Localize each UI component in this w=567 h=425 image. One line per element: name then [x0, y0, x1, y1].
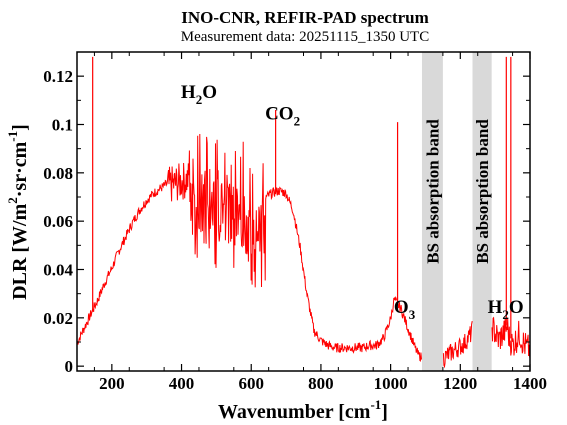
- y-axis-label: DLR [W/m2·sr·cm-1]: [5, 124, 31, 300]
- annotation-base: O: [394, 297, 409, 318]
- y-axis-label-mid: ·sr·cm: [9, 141, 31, 197]
- x-axis-label-sup: -1: [370, 397, 381, 412]
- annotation-tail: O: [202, 82, 217, 103]
- absorption-bands: [421, 52, 492, 371]
- annotation-base: H: [181, 82, 196, 103]
- annotation-sub: 3: [409, 307, 416, 322]
- y-tick-label: 0.1: [52, 116, 73, 135]
- band-label-1: BS absorption band: [423, 119, 442, 264]
- chart-title: INO-CNR, REFIR-PAD spectrum: [181, 8, 429, 27]
- y-axis-label-sup1: 2: [5, 197, 20, 204]
- y-tick-label: 0.02: [43, 309, 73, 328]
- y-tick-labels: 0 0.02 0.04 0.06 0.08 0.1 0.12: [43, 67, 73, 376]
- x-tick-label: 1200: [443, 374, 477, 393]
- y-tick-label: 0.04: [43, 261, 73, 280]
- y-tick-label: 0.06: [43, 212, 73, 231]
- y-axis-label-text: DLR [W/m: [9, 203, 31, 299]
- annotation-base: CO: [265, 104, 294, 125]
- annotation-1: H2O: [181, 82, 217, 107]
- series-line: [76, 133, 531, 369]
- x-axis-label-tail: ]: [381, 401, 388, 423]
- y-tick-label: 0.12: [43, 67, 73, 86]
- x-axis-label-text: Wavenumber [cm: [218, 401, 371, 423]
- absorption-band-2: [472, 52, 492, 371]
- chart-subtitle: Measurement data: 20251115_1350 UTC: [181, 29, 429, 45]
- annotation-3: O3: [394, 297, 416, 322]
- band-label-2: BS absorption band: [473, 119, 492, 264]
- annotation-2: CO2: [265, 104, 300, 129]
- x-tick-label: 1400: [513, 374, 547, 393]
- x-tick-label: 200: [99, 374, 125, 393]
- y-axis-label-tail: ]: [9, 124, 31, 131]
- annotation-tail: O: [509, 297, 524, 318]
- y-tick-label: 0: [65, 357, 74, 376]
- plot-frame: [76, 51, 531, 372]
- annotation-4: H2O: [488, 297, 524, 322]
- y-tick-label: 0.08: [43, 164, 73, 183]
- annotation-sub: 2: [196, 92, 203, 107]
- series-group: [76, 56, 531, 369]
- x-tick-label: 800: [308, 374, 334, 393]
- annotation-sub: 2: [502, 307, 509, 322]
- x-tick-label: 400: [169, 374, 195, 393]
- axis-ticks: [77, 52, 531, 371]
- absorption-band-1: [421, 52, 443, 371]
- x-tick-label: 1000: [374, 374, 408, 393]
- x-axis-label: Wavenumber [cm-1]: [218, 397, 388, 423]
- band-labels: BS absorption band BS absorption band: [423, 119, 492, 264]
- annotation-base: H: [488, 297, 503, 318]
- annotation-sub: 2: [294, 114, 301, 129]
- x-tick-labels: 200 400 600 800 1000 1200 1400: [99, 374, 547, 393]
- y-axis-label-sup2: -1: [5, 131, 20, 142]
- x-tick-label: 600: [238, 374, 264, 393]
